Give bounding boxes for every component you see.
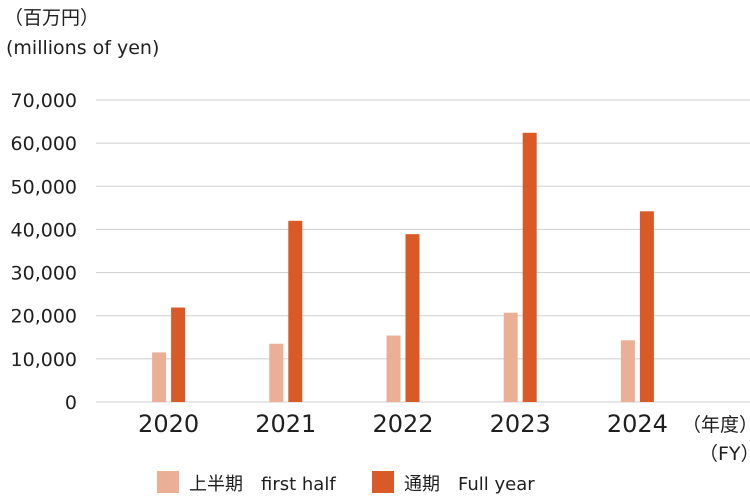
x-tick-label: 2023 bbox=[490, 410, 551, 438]
bar-first-half-2024 bbox=[620, 340, 635, 402]
bar-full-year-2023 bbox=[522, 132, 537, 402]
bar-first-half-2023 bbox=[503, 312, 518, 402]
y-unit-label-en: (millions of yen) bbox=[6, 37, 159, 59]
bar-first-half-2021 bbox=[269, 343, 284, 402]
legend-swatch-full-year bbox=[372, 471, 394, 493]
x-tick-label: 2020 bbox=[138, 410, 199, 438]
y-axis-ticks: 0 10,000 20,000 30,000 40,000 50,000 60,000 70,… bbox=[11, 90, 77, 414]
y-tick-label: 0 bbox=[65, 392, 77, 414]
y-tick-label: 40,000 bbox=[11, 219, 77, 241]
legend-label-full-year: 通期 Full year bbox=[404, 474, 535, 495]
bar-first-half-2022 bbox=[386, 335, 401, 402]
y-tick-label: 50,000 bbox=[11, 176, 77, 198]
legend: 上半期 first half 通期 Full year bbox=[157, 471, 535, 495]
x-unit-label-en: （FY） bbox=[699, 443, 750, 465]
y-tick-label: 70,000 bbox=[11, 90, 77, 112]
y-tick-label: 10,000 bbox=[11, 349, 77, 371]
legend-swatch-first-half bbox=[157, 471, 179, 493]
bar-full-year-2020 bbox=[171, 307, 186, 402]
bar-full-year-2024 bbox=[639, 211, 654, 402]
x-tick-label: 2022 bbox=[372, 410, 433, 438]
x-axis-ticks: 2020 2021 2022 2023 2024 bbox=[138, 410, 668, 438]
y-tick-label: 20,000 bbox=[11, 306, 77, 328]
y-tick-label: 30,000 bbox=[11, 263, 77, 285]
legend-label-first-half: 上半期 first half bbox=[189, 474, 336, 495]
x-tick-label: 2024 bbox=[607, 410, 668, 438]
bar-full-year-2021 bbox=[288, 220, 303, 402]
bar-first-half-2020 bbox=[152, 352, 167, 402]
bars bbox=[152, 132, 654, 402]
y-tick-label: 60,000 bbox=[11, 133, 77, 155]
x-unit-label-jp: （年度） bbox=[682, 414, 750, 436]
x-tick-label: 2021 bbox=[255, 410, 316, 438]
y-unit-label-jp: （百万円） bbox=[4, 7, 99, 29]
bar-full-year-2022 bbox=[405, 234, 420, 402]
gridlines bbox=[96, 99, 750, 403]
